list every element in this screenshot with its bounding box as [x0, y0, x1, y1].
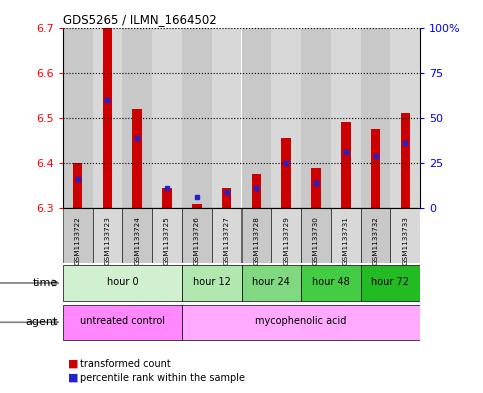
Text: transformed count: transformed count: [80, 358, 170, 369]
Bar: [222, 188, 231, 208]
Bar: [361, 265, 420, 301]
Bar: [122, 28, 152, 208]
Bar: [182, 305, 420, 340]
Bar: [63, 28, 93, 208]
Bar: [242, 208, 271, 263]
Text: GSM1133727: GSM1133727: [224, 217, 229, 265]
Bar: [301, 208, 331, 263]
Bar: [122, 208, 152, 263]
Bar: [182, 28, 212, 208]
Bar: [301, 265, 361, 301]
Bar: [162, 188, 172, 208]
Text: GSM1133729: GSM1133729: [283, 217, 289, 265]
Bar: [103, 28, 112, 208]
Bar: [93, 28, 122, 208]
Text: hour 0: hour 0: [107, 277, 138, 287]
Bar: [182, 265, 242, 301]
Text: GDS5265 / ILMN_1664502: GDS5265 / ILMN_1664502: [63, 13, 216, 26]
Bar: [271, 28, 301, 208]
Text: GSM1133731: GSM1133731: [343, 217, 349, 265]
Bar: [63, 208, 93, 263]
Bar: [242, 28, 271, 208]
Text: GSM1133733: GSM1133733: [402, 217, 408, 265]
Text: untreated control: untreated control: [80, 316, 165, 327]
Text: percentile rank within the sample: percentile rank within the sample: [80, 373, 245, 383]
Text: GSM1133730: GSM1133730: [313, 217, 319, 265]
Bar: [331, 208, 361, 263]
Bar: [132, 109, 142, 208]
Bar: [271, 208, 301, 263]
Bar: [301, 28, 331, 208]
Text: GSM1133728: GSM1133728: [254, 217, 259, 265]
Text: GSM1133723: GSM1133723: [104, 217, 111, 265]
Bar: [63, 305, 182, 340]
Text: hour 48: hour 48: [312, 277, 350, 287]
Bar: [390, 208, 420, 263]
Text: GSM1133724: GSM1133724: [134, 217, 140, 265]
Text: agent: agent: [26, 317, 58, 327]
Bar: [361, 208, 390, 263]
Text: GSM1133725: GSM1133725: [164, 217, 170, 265]
Bar: [242, 265, 301, 301]
Text: hour 12: hour 12: [193, 277, 231, 287]
Bar: [400, 113, 410, 208]
Bar: [311, 168, 321, 208]
Text: GSM1133732: GSM1133732: [372, 217, 379, 265]
Bar: [361, 28, 390, 208]
Text: ■: ■: [68, 373, 78, 383]
Bar: [252, 174, 261, 208]
Bar: [212, 28, 242, 208]
Bar: [182, 208, 212, 263]
Bar: [390, 28, 420, 208]
Bar: [192, 204, 201, 208]
Bar: [152, 208, 182, 263]
Bar: [341, 122, 351, 208]
Bar: [93, 208, 122, 263]
Bar: [331, 28, 361, 208]
Text: hour 24: hour 24: [252, 277, 290, 287]
Bar: [282, 138, 291, 208]
Bar: [73, 163, 83, 208]
Text: GSM1133726: GSM1133726: [194, 217, 200, 265]
Text: ■: ■: [68, 358, 78, 369]
Text: mycophenolic acid: mycophenolic acid: [256, 316, 347, 327]
Bar: [371, 129, 380, 208]
Bar: [212, 208, 242, 263]
Text: time: time: [33, 278, 58, 288]
Text: GSM1133722: GSM1133722: [75, 217, 81, 265]
Bar: [63, 265, 182, 301]
Bar: [152, 28, 182, 208]
Text: hour 72: hour 72: [371, 277, 410, 287]
